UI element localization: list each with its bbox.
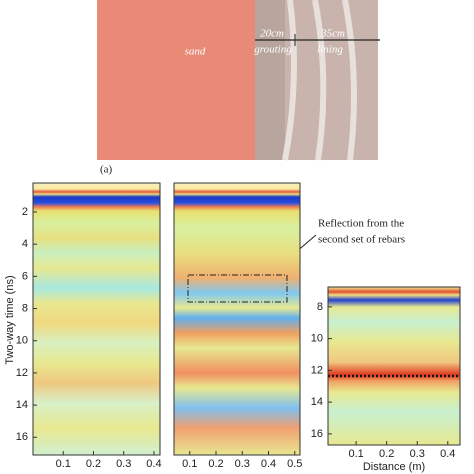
axes-frame bbox=[32, 182, 161, 456]
x-tick-label: 0.2 bbox=[86, 458, 101, 470]
x-tick-label: 0.1 bbox=[56, 458, 71, 470]
photo-label: sand bbox=[185, 46, 206, 58]
radargram bbox=[33, 183, 160, 455]
y-tick-label: 12 bbox=[311, 364, 323, 376]
photo-label: 35cm bbox=[320, 28, 345, 40]
x-tick-label: 0.1 bbox=[348, 448, 363, 460]
annotation: Reflection from the bbox=[318, 218, 404, 230]
x-tick-label: 0.5 bbox=[287, 458, 302, 470]
x-tick-label: 0.2 bbox=[208, 458, 223, 470]
x-axis-label: Distance (m) bbox=[363, 461, 425, 473]
y-tick-label: 8 bbox=[22, 302, 28, 314]
y-tick-label: 10 bbox=[16, 335, 28, 347]
x-tick-label: 0.3 bbox=[410, 448, 425, 460]
y-tick-label: 16 bbox=[311, 428, 323, 440]
y-tick-label: 6 bbox=[22, 270, 28, 282]
y-tick-label: 14 bbox=[311, 396, 323, 408]
y-tick-label: 4 bbox=[22, 238, 28, 250]
highlight-box bbox=[187, 274, 288, 303]
y-tick-label: 12 bbox=[16, 367, 28, 379]
annotation: second set of rebars bbox=[318, 234, 405, 246]
y-axis-label: Two-way time (ns) bbox=[4, 275, 16, 364]
figure-label: (a) bbox=[100, 164, 113, 176]
radargram bbox=[174, 183, 300, 455]
photo-sand bbox=[97, 0, 257, 160]
photo-label: lining bbox=[317, 44, 343, 56]
y-tick-label: 10 bbox=[311, 333, 323, 345]
x-tick-label: 0.2 bbox=[379, 448, 394, 460]
y-tick-label: 2 bbox=[22, 206, 28, 218]
photo-label: grouting bbox=[254, 44, 292, 56]
photo-label: 20cm bbox=[260, 28, 284, 40]
x-tick-label: 0.3 bbox=[235, 458, 250, 470]
axes-frame bbox=[173, 182, 301, 456]
y-tick-label: 14 bbox=[16, 399, 28, 411]
x-tick-label: 0.4 bbox=[261, 458, 276, 470]
x-tick-label: 0.4 bbox=[146, 458, 161, 470]
y-tick-label: 8 bbox=[317, 301, 323, 313]
photo-grouting bbox=[255, 0, 285, 160]
x-tick-label: 0.1 bbox=[182, 458, 197, 470]
photo-texture bbox=[282, 0, 357, 161]
x-tick-label: 0.3 bbox=[116, 458, 131, 470]
x-tick-label: 0.4 bbox=[440, 448, 455, 460]
axes-frame bbox=[327, 286, 461, 446]
y-tick-label: 16 bbox=[16, 431, 28, 443]
radargram bbox=[328, 287, 460, 445]
